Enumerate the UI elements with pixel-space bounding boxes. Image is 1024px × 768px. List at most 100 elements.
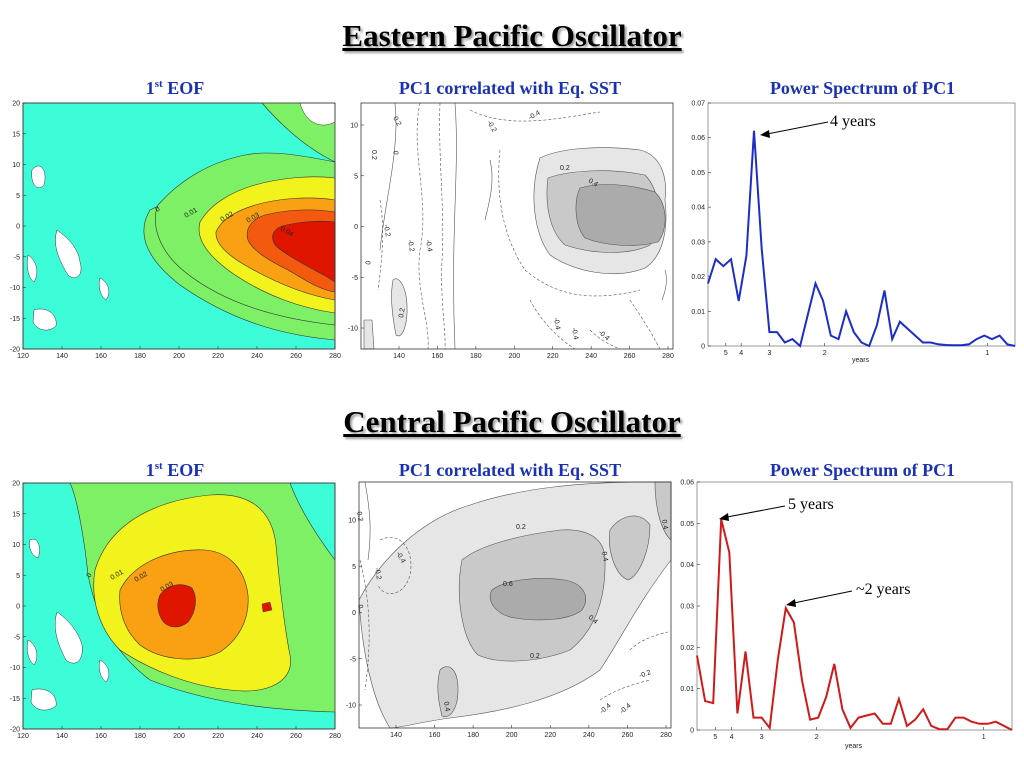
eof-e-ytick: 10 — [12, 162, 20, 169]
spec-e-ytick: 0 — [701, 344, 705, 351]
eof-c-ytick: -15 — [10, 696, 20, 703]
eof-e-xtick: 180 — [134, 353, 146, 360]
spec-e-xtick: 5 — [724, 350, 728, 357]
spec-e-xtick: 2 — [823, 350, 827, 357]
eof-c-xtick: 160 — [95, 733, 107, 740]
corr-c-label-1: -0.2 — [373, 567, 382, 580]
eof-c-xtick: 120 — [17, 733, 29, 740]
corr-c-ytick: -5 — [350, 656, 356, 663]
eof-e-xtick: 120 — [17, 353, 29, 360]
eof-c-ytick: -5 — [14, 634, 20, 641]
corr-e-xtick: 220 — [547, 353, 559, 360]
eof-e-ytick: 20 — [12, 101, 20, 108]
eof-c-ytick: -20 — [10, 727, 20, 734]
eof-c-ytick: 10 — [12, 542, 20, 549]
spec-c-ytick: 0.01 — [680, 686, 694, 693]
spec-e-ytick: 0.05 — [691, 170, 705, 177]
section-title-central: Central Pacific Oscillator — [343, 404, 681, 439]
corr-e-ytick: 5 — [354, 173, 358, 180]
arrow-5years-head — [719, 513, 729, 521]
corr-c-xtick: 240 — [583, 732, 595, 739]
eof-c-ytick: 5 — [16, 573, 20, 580]
spec-e-ytick: 0.04 — [691, 205, 705, 212]
corr-c-xtick: 280 — [660, 732, 672, 739]
spec-e-ytick: 0.07 — [691, 101, 705, 108]
corr-e-label-2: 0 — [393, 150, 401, 155]
eof-c-xtick: 200 — [173, 733, 185, 740]
corr-e-label-6: 0.4 — [587, 178, 599, 189]
eof-e-xtick: 260 — [290, 353, 302, 360]
spec-title-central: Power Spectrum of PC1 — [769, 460, 956, 480]
corr-e-xtick: 180 — [470, 353, 482, 360]
spec-c-xtick: 4 — [730, 734, 734, 741]
spec-e-ytick: 0.01 — [691, 309, 705, 316]
corr-c-xtick: 260 — [622, 732, 634, 739]
spec-c-xtick: 3 — [760, 734, 764, 741]
annotation-5-years: 5 years — [788, 496, 834, 513]
corr-e-label-4: -0.2 — [382, 224, 391, 237]
corr-c-xtick: 200 — [506, 732, 518, 739]
spec-e-ytick: 0.03 — [691, 239, 705, 246]
corr-c-xtick: 140 — [390, 732, 402, 739]
corr-c-label-10: 0.4 — [442, 701, 451, 712]
corr-e-label-10: 0.2 — [560, 165, 570, 172]
corr-c-xtick: 160 — [429, 732, 441, 739]
corr-e-xtick: 260 — [624, 353, 636, 360]
corr-e-label-0: 0.2 — [391, 116, 402, 128]
eof-title-eastern: 1st EOF — [145, 78, 205, 98]
corr-e-ytick: -10 — [348, 326, 358, 333]
corr-c-ytick: 5 — [352, 564, 356, 571]
eof-e-ytick: 5 — [16, 193, 20, 200]
arrow-2years-head — [786, 599, 796, 607]
eof-e-ytick: -20 — [10, 347, 20, 354]
eof-title-central: 1st EOF — [145, 460, 205, 480]
spec-c-xtick: 2 — [815, 734, 819, 741]
corr-e-label-7: -0.4 — [424, 239, 433, 252]
arrow-4years-head — [760, 130, 770, 138]
corr-e-xtick: 160 — [432, 353, 444, 360]
corr-c-label-5: 0.4 — [600, 551, 609, 562]
eof-c-xtick: 140 — [56, 733, 68, 740]
corr-c-xtick: 180 — [467, 732, 479, 739]
eof-e-ytick: -10 — [10, 285, 20, 292]
corr-e-label-14: 0 — [365, 260, 373, 265]
spec-e-xtick: 1 — [985, 350, 989, 357]
eof-c-xtick: 180 — [134, 733, 146, 740]
spectrum-central-xlabel: years — [845, 743, 863, 750]
eof-c-xtick: 280 — [329, 733, 341, 740]
corr-c-label-7: 0.4 — [587, 614, 599, 626]
spec-c-xtick: 5 — [713, 734, 717, 741]
corr-e-label-11: -0.4 — [552, 317, 561, 330]
corr-c-xtick: 220 — [544, 732, 556, 739]
spectrum-eastern-series — [707, 130, 1016, 348]
corr-e-label-9: 0.2 — [398, 307, 407, 318]
eof-e-xtick: 140 — [56, 353, 68, 360]
corr-e-xtick: 280 — [662, 353, 674, 360]
eof-e-xtick: 280 — [329, 353, 341, 360]
corr-title-eastern: PC1 correlated with Eq. SST — [398, 78, 622, 98]
arrow-5years-line — [721, 505, 786, 519]
corr-title-central: PC1 correlated with Eq. SST — [398, 460, 622, 480]
eof-c-ytick: -10 — [10, 665, 20, 672]
spec-e-xtick: 4 — [739, 350, 743, 357]
spec-c-ytick: 0.06 — [680, 480, 694, 487]
spec-title-eastern: Power Spectrum of PC1 — [769, 78, 956, 98]
spectrum-eastern-xlabel: years — [852, 357, 870, 364]
spec-c-ytick: 0.03 — [680, 604, 694, 611]
eof-c-xtick: 240 — [251, 733, 263, 740]
spec-e-xtick: 3 — [767, 350, 771, 357]
spec-e-ytick: 0.06 — [691, 135, 705, 142]
corr-c-label-3: 0 — [356, 604, 364, 609]
spec-c-ytick: 0.04 — [680, 562, 694, 569]
arrow-4years-line — [761, 121, 829, 136]
corr-e-ytick: -5 — [352, 275, 358, 282]
corr-c-ytick: 10 — [348, 518, 356, 525]
spec-c-xtick: 1 — [982, 734, 986, 741]
eof-c-ytick: 0 — [16, 604, 20, 611]
eof-c-ytick: 20 — [12, 481, 20, 488]
eof-c-xtick: 220 — [212, 733, 224, 740]
eof-e-xtick: 240 — [251, 353, 263, 360]
